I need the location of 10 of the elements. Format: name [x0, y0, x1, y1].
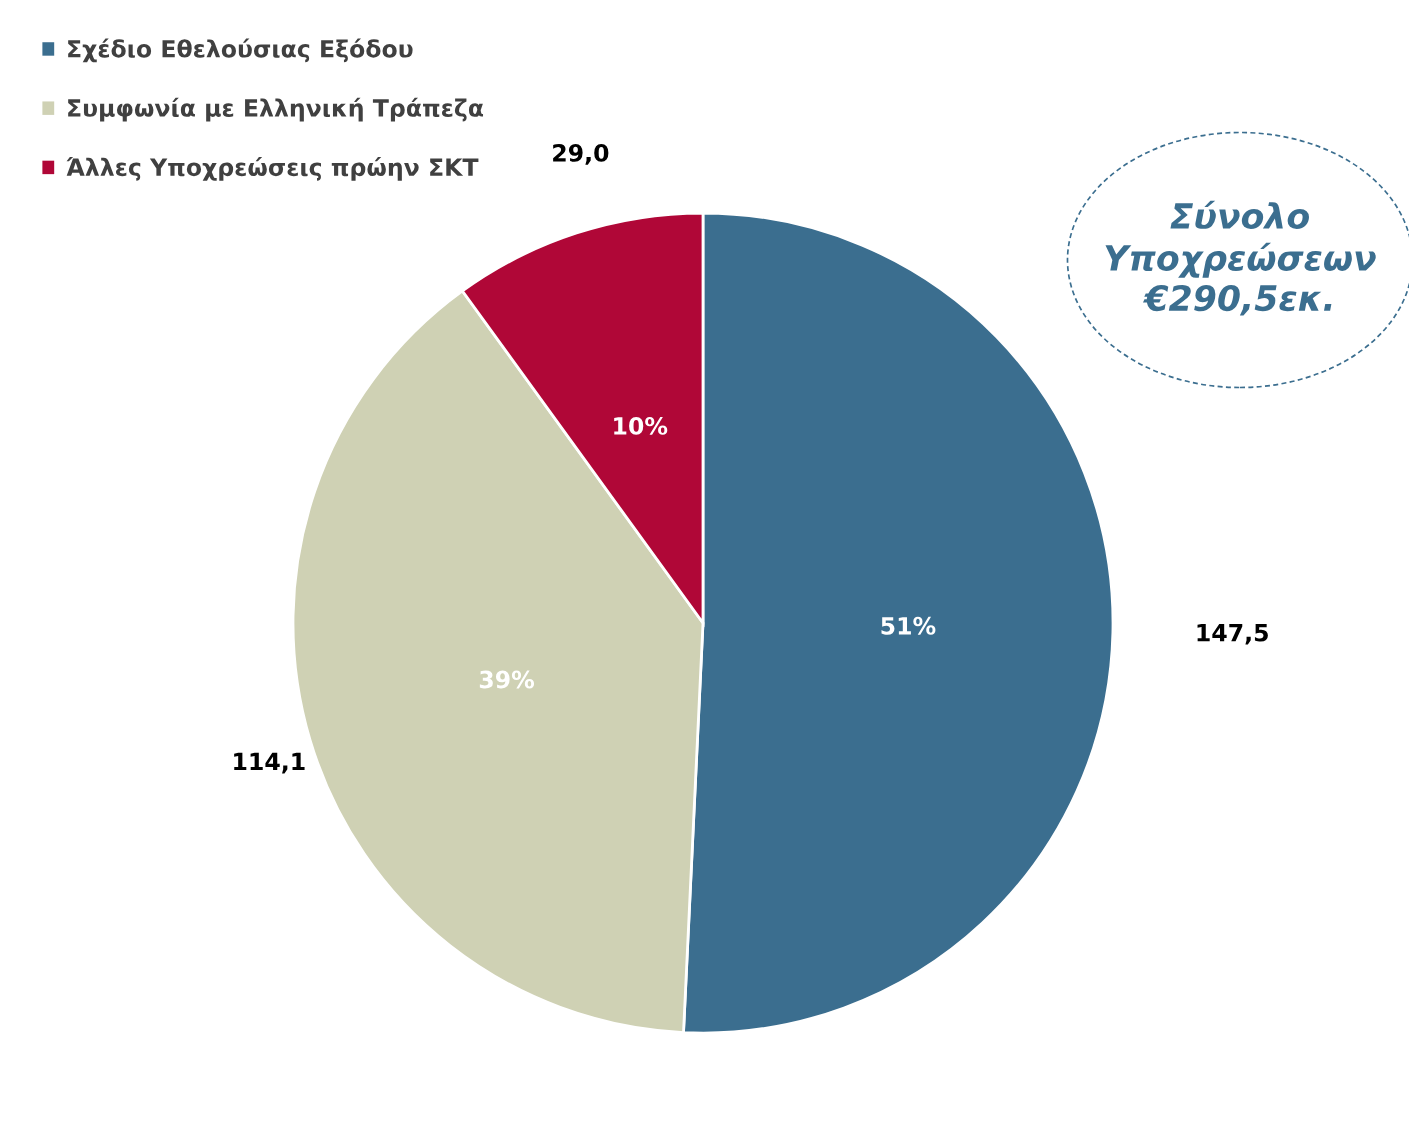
text: 51%: [881, 616, 936, 635]
data-label: 29,0: [553, 143, 609, 165]
text: 10%: [614, 416, 668, 435]
text: Σύνολο Υποχρεώσεων €290,5εκ.: [1105, 200, 1376, 316]
data-label: 147,5: [1197, 624, 1268, 645]
legend-label: Άλλες Υποχρεώσεις πρώην ΣΚΤ: [66, 156, 479, 181]
data-label: 114,1: [234, 752, 305, 774]
legend-label: Συμφωνία με Ελληνική Τράπεζα: [68, 97, 484, 122]
legend-label: Σχέδιο Εθελούσιας Εξόδου: [68, 38, 413, 63]
text: 39%: [479, 670, 535, 689]
